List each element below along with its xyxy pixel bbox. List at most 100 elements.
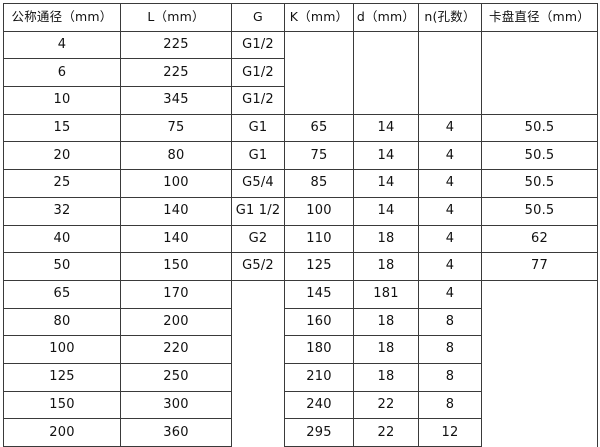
cell-k: 145 <box>284 279 354 309</box>
cell-empty-k <box>284 31 354 115</box>
cell-l: 360 <box>120 418 232 447</box>
cell-n: 8 <box>418 390 482 420</box>
table-row: 65 170 145 181 4 <box>3 279 598 447</box>
cell-chuck: 50.5 <box>481 141 598 171</box>
column-header-l: L（mm） <box>120 3 232 32</box>
cell-empty-chuck <box>481 280 598 447</box>
table-row: 50 150 G5/2 125 18 4 77 <box>3 252 598 281</box>
cell-l: 80 <box>120 141 232 171</box>
cell-dn: 150 <box>3 390 121 420</box>
cell-g: G1/2 <box>231 58 285 88</box>
table-row: 125 250 210 18 8 <box>3 362 598 392</box>
cell-l: 75 <box>120 113 232 143</box>
cell-dn: 15 <box>3 113 121 143</box>
cell-dn: 10 <box>3 86 121 115</box>
cell-dn: 50 <box>3 252 121 281</box>
cell-dn: 65 <box>3 279 121 309</box>
cell-d: 14 <box>353 196 419 226</box>
cell-n: 4 <box>418 224 482 254</box>
cell-g: G1 <box>231 141 285 171</box>
cell-dn: 6 <box>3 58 121 88</box>
column-header-g: G <box>231 3 285 32</box>
cell-n: 4 <box>418 141 482 171</box>
specification-table-container: 公称通径（mm） L（mm） G K（mm） d（mm） n(孔数） 卡盘直径（mm） 4 22… <box>3 3 598 447</box>
cell-empty-chuck <box>481 31 598 115</box>
cell-l: 225 <box>120 30 232 60</box>
cell-d: 14 <box>353 141 419 171</box>
cell-g: G5/2 <box>231 252 285 281</box>
cell-d: 22 <box>353 418 419 447</box>
cell-g: G5/4 <box>231 169 285 198</box>
table-body: 公称通径（mm） L（mm） G K（mm） d（mm） n(孔数） 卡盘直径（mm） 4 22… <box>3 3 598 447</box>
table-header-row: 公称通径（mm） L（mm） G K（mm） d（mm） n(孔数） 卡盘直径（mm） <box>3 3 598 32</box>
cell-d: 181 <box>353 279 419 309</box>
table-row: 25 100 G5/4 85 14 4 50.5 <box>3 169 598 198</box>
cell-g: G1/2 <box>231 30 285 60</box>
table-row: 32 140 G1 1/2 100 14 4 50.5 <box>3 196 598 226</box>
cell-k: 210 <box>284 362 354 392</box>
cell-d: 14 <box>353 113 419 143</box>
cell-chuck: 62 <box>481 224 598 254</box>
cell-k: 100 <box>284 196 354 226</box>
cell-d: 22 <box>353 390 419 420</box>
cell-empty-d <box>353 31 419 115</box>
cell-n: 12 <box>418 418 482 447</box>
table-row: 15 75 G1 65 14 4 50.5 <box>3 113 598 143</box>
cell-n: 8 <box>418 362 482 392</box>
cell-k: 85 <box>284 169 354 198</box>
cell-l: 300 <box>120 390 232 420</box>
cell-n: 4 <box>418 279 482 309</box>
cell-l: 250 <box>120 362 232 392</box>
cell-g: G1/2 <box>231 86 285 115</box>
table-row: 6 225 G1/2 <box>3 58 598 88</box>
cell-n: 4 <box>418 196 482 226</box>
cell-n: 4 <box>418 252 482 281</box>
column-header-n: n(孔数） <box>418 3 482 32</box>
cell-n: 8 <box>418 335 482 364</box>
cell-k: 295 <box>284 418 354 447</box>
column-header-chuck: 卡盘直径（mm） <box>481 3 598 32</box>
cell-g: G2 <box>231 224 285 254</box>
cell-d: 18 <box>353 252 419 281</box>
specification-table: 公称通径（mm） L（mm） G K（mm） d（mm） n(孔数） 卡盘直径（mm） 4 22… <box>3 3 598 447</box>
cell-dn: 32 <box>3 196 121 226</box>
cell-l: 140 <box>120 196 232 226</box>
cell-d: 18 <box>353 362 419 392</box>
cell-l: 150 <box>120 252 232 281</box>
cell-l: 200 <box>120 307 232 337</box>
table-row: 80 200 160 18 8 <box>3 307 598 337</box>
cell-l: 170 <box>120 279 232 309</box>
cell-l: 225 <box>120 58 232 88</box>
cell-dn: 125 <box>3 362 121 392</box>
cell-dn: 25 <box>3 169 121 198</box>
cell-k: 65 <box>284 113 354 143</box>
cell-d: 18 <box>353 307 419 337</box>
cell-empty-n <box>418 31 482 115</box>
cell-empty-g <box>231 280 285 447</box>
table-row: 40 140 G2 110 18 4 62 <box>3 224 598 254</box>
cell-n: 8 <box>418 307 482 337</box>
column-header-k: K（mm） <box>284 3 354 32</box>
cell-dn: 20 <box>3 141 121 171</box>
cell-dn: 40 <box>3 224 121 254</box>
cell-k: 160 <box>284 307 354 337</box>
cell-k: 180 <box>284 335 354 364</box>
column-header-d: d（mm） <box>353 3 419 32</box>
cell-chuck: 77 <box>481 252 598 281</box>
cell-d: 14 <box>353 169 419 198</box>
cell-l: 220 <box>120 335 232 364</box>
cell-d: 18 <box>353 335 419 364</box>
cell-k: 125 <box>284 252 354 281</box>
cell-l: 345 <box>120 86 232 115</box>
cell-d: 18 <box>353 224 419 254</box>
cell-l: 100 <box>120 169 232 198</box>
cell-g: G1 <box>231 113 285 143</box>
table-row: 4 225 G1/2 <box>3 30 598 115</box>
cell-l: 140 <box>120 224 232 254</box>
cell-dn: 4 <box>3 30 121 60</box>
cell-k: 75 <box>284 141 354 171</box>
cell-g: G1 1/2 <box>231 196 285 226</box>
cell-n: 4 <box>418 113 482 143</box>
cell-dn: 100 <box>3 335 121 364</box>
cell-dn: 80 <box>3 307 121 337</box>
